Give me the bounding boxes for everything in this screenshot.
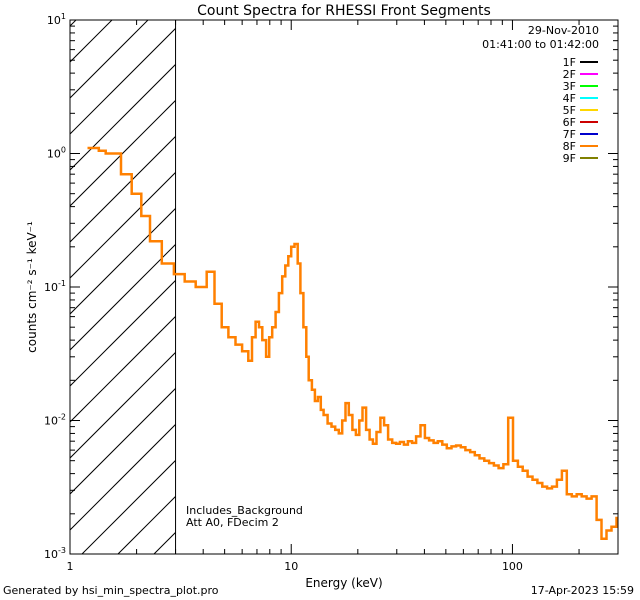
legend-label: 6F <box>563 116 576 129</box>
annotation-background: Includes_Background <box>186 504 303 517</box>
y-tick-label: 10-1 <box>44 279 66 294</box>
excluded-energy-hatch <box>70 0 640 554</box>
legend-label: 9F <box>563 152 576 165</box>
hatch-line <box>70 27 176 135</box>
y-tick-label: 10-2 <box>44 413 66 428</box>
x-tick-label: 100 <box>502 560 523 573</box>
hatch-line <box>70 207 176 315</box>
hatch-line <box>70 351 176 459</box>
hatch-line <box>70 423 176 531</box>
footer-timestamp: 17-Apr-2023 15:59 <box>530 584 634 597</box>
hatch-line <box>70 279 176 387</box>
plot-frame <box>69 19 619 555</box>
y-axis-label: counts cm⁻² s⁻¹ keV⁻¹ <box>25 221 39 353</box>
series-line-8F <box>87 146 618 541</box>
hatch-line <box>586 0 640 554</box>
footer-generated-by: Generated by hsi_min_spectra_plot.pro <box>3 584 219 597</box>
x-axis-label: Energy (keV) <box>305 576 382 590</box>
hatch-line <box>70 315 176 423</box>
hatch-line <box>70 20 77 27</box>
legend-label: 5F <box>563 104 576 117</box>
hatch-line <box>442 0 640 554</box>
legend-label: 3F <box>563 80 576 93</box>
chart-title: Count Spectra for RHESSI Front Segments <box>197 3 491 19</box>
legend-label: 4F <box>563 92 576 105</box>
hatch-line <box>70 99 176 207</box>
y-tick-label: 100 <box>47 146 66 161</box>
hatch-line <box>70 171 176 279</box>
y-tick-label: 10-3 <box>44 546 66 561</box>
hatch-line <box>370 0 640 554</box>
hatch-line <box>70 20 149 99</box>
hatch-line <box>622 0 640 554</box>
x-tick-label: 1 <box>67 560 74 573</box>
hatch-line <box>226 0 640 554</box>
hatch-line <box>70 243 176 351</box>
y-tick-label: 101 <box>47 12 66 27</box>
hatch-line <box>514 0 640 554</box>
hatch-line <box>262 0 640 554</box>
hatch-line <box>81 459 176 554</box>
x-tick-label: 10 <box>284 560 298 573</box>
hatch-line <box>70 135 176 243</box>
hatch-line <box>70 387 176 495</box>
date-label: 29-Nov-2010 <box>528 24 599 37</box>
hatch-line <box>478 0 640 554</box>
time-range-label: 01:41:00 to 01:42:00 <box>482 38 599 51</box>
hatch-line <box>298 0 640 554</box>
legend-label: 7F <box>563 128 576 141</box>
hatch-line <box>70 20 113 63</box>
annotation-attenuator: Att A0, FDecim 2 <box>186 516 279 529</box>
legend-label: 2F <box>563 68 576 81</box>
legend-label: 8F <box>563 140 576 153</box>
hatch-line <box>70 63 176 171</box>
hatch-line <box>334 0 640 554</box>
legend-label: 1F <box>563 56 576 69</box>
